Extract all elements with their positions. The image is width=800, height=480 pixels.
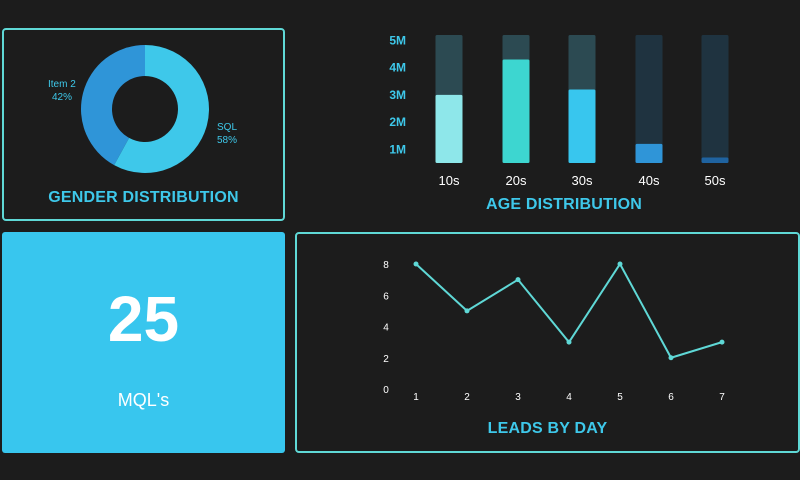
age-bar-track-50s — [701, 35, 729, 163]
gender-donut-chart: Item 2 42% SQL 58% — [48, 45, 237, 173]
leads-x-tick: 1 — [413, 392, 419, 403]
mql-label: MQL's — [117, 390, 170, 410]
age-bar-10s — [435, 94, 463, 163]
gender-distribution-title: GENDER DISTRIBUTION — [48, 189, 239, 206]
mql-count: 25 — [107, 283, 180, 355]
leads-by-day-panel: 0 2 4 6 8 1 2 3 4 5 6 7 LEADS BY DAY — [295, 232, 800, 453]
donut-label-item2-pct: 42% — [52, 92, 72, 103]
age-y-tick: 2M — [389, 115, 406, 129]
age-y-tick: 4M — [389, 61, 406, 75]
age-distribution-chart: 1M 2M 3M 4M 5M 10s 20s 30s 40s 50s — [389, 33, 729, 188]
donut-slice-sql — [114, 45, 209, 173]
age-x-label-30s: 30s — [572, 173, 593, 188]
age-x-label-20s: 20s — [506, 173, 527, 188]
leads-y-tick: 0 — [383, 385, 389, 396]
leads-point — [515, 277, 521, 283]
age-bar-track-40s — [635, 35, 663, 163]
age-y-tick: 5M — [389, 33, 406, 47]
leads-y-tick: 2 — [383, 354, 389, 365]
donut-label-item2-name: Item 2 — [48, 79, 76, 90]
leads-x-tick: 5 — [617, 392, 623, 403]
leads-line-chart: 0 2 4 6 8 1 2 3 4 5 6 7 — [383, 260, 725, 403]
age-y-tick: 1M — [389, 142, 406, 156]
leads-y-tick: 8 — [383, 260, 389, 271]
leads-y-tick: 6 — [383, 291, 389, 302]
age-x-label-40s: 40s — [639, 173, 660, 188]
leads-point — [413, 261, 419, 267]
age-bar-20s — [502, 59, 530, 164]
age-bar-50s — [701, 157, 729, 163]
donut-slice-item-2 — [80, 45, 145, 166]
donut-label-sql-name: SQL — [217, 122, 237, 133]
gender-distribution-panel: Item 2 42% SQL 58% GENDER DISTRIBUTION — [2, 28, 285, 221]
leads-x-tick: 4 — [566, 392, 572, 403]
leads-by-day-title: LEADS BY DAY — [487, 420, 608, 437]
leads-point — [668, 355, 674, 361]
leads-x-tick: 7 — [719, 392, 725, 403]
leads-point — [464, 308, 470, 314]
leads-point — [566, 339, 572, 345]
age-distribution-title: AGE DISTRIBUTION — [485, 196, 643, 213]
mql-kpi-card: 25 MQL's — [2, 232, 285, 453]
age-x-label-10s: 10s — [439, 173, 460, 188]
age-bar-40s — [635, 143, 663, 163]
age-bar-30s — [568, 89, 596, 163]
leads-x-tick: 2 — [464, 392, 470, 403]
age-y-tick: 3M — [389, 88, 406, 102]
leads-y-tick: 4 — [383, 323, 389, 334]
leads-x-tick: 6 — [668, 392, 674, 403]
leads-point — [617, 261, 623, 267]
leads-x-tick: 3 — [515, 392, 521, 403]
age-x-label-50s: 50s — [705, 173, 726, 188]
leads-point — [719, 339, 725, 345]
donut-label-sql-pct: 58% — [217, 135, 237, 146]
